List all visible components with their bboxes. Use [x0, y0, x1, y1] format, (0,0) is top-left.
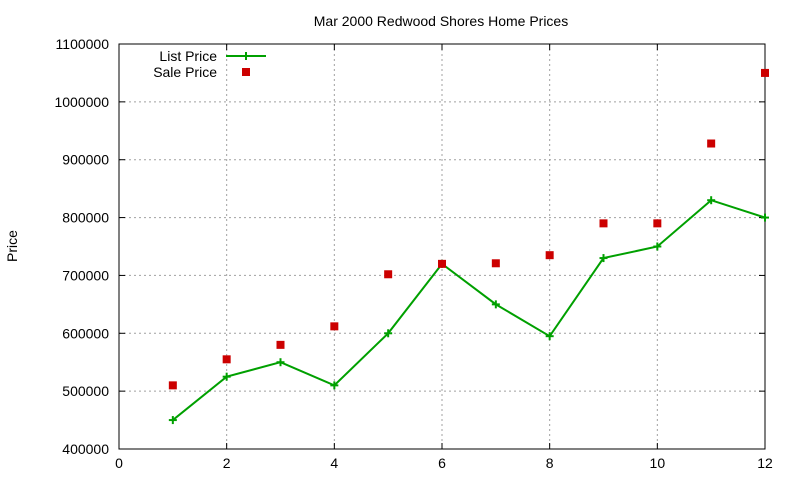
list-price-point — [707, 196, 716, 205]
sale-price-point — [330, 322, 339, 331]
y-tick-label: 600000 — [62, 325, 109, 341]
list-price-point — [599, 254, 608, 263]
series-list-price — [168, 196, 769, 425]
list-price-point — [168, 416, 177, 425]
sale-price-point — [761, 68, 769, 77]
y-tick-label: 1000000 — [54, 94, 109, 110]
legend-label: List Price — [159, 48, 217, 64]
x-tick-label: 4 — [330, 455, 338, 471]
y-axis-label: Price — [4, 230, 20, 262]
sale-price-point — [545, 251, 554, 260]
y-tick-label: 1100000 — [56, 36, 110, 52]
list-price-point — [545, 332, 554, 341]
y-tick-label: 500000 — [62, 383, 109, 399]
legend-plus-marker — [242, 52, 250, 60]
y-tick-label: 400000 — [62, 441, 109, 457]
list-price-point — [761, 213, 769, 222]
y-tick-label: 800000 — [62, 210, 109, 226]
list-price-line — [172, 199, 766, 421]
y-tick-label: 900000 — [62, 152, 109, 168]
chart-title: Mar 2000 Redwood Shores Home Prices — [314, 13, 568, 29]
list-price-point — [653, 242, 662, 251]
list-price-point — [330, 381, 339, 390]
x-tick-label: 12 — [757, 455, 773, 471]
plot-frame — [118, 43, 766, 450]
series-layer — [168, 68, 769, 425]
y-tick-labels: 400000 500000 600000 700000 800000 900000 1000… — [54, 36, 109, 457]
list-price-point — [491, 300, 500, 309]
sale-price-point — [707, 139, 716, 148]
x-tick-labels: 0 2 4 6 8 10 12 — [115, 455, 773, 471]
x-tick-label: 0 — [115, 455, 123, 471]
list-price-point — [222, 372, 231, 381]
sale-price-point — [222, 355, 231, 364]
list-price-point — [384, 329, 393, 338]
sale-price-point — [438, 259, 446, 268]
sale-price-point — [168, 381, 177, 390]
legend-entry: Sale Price — [153, 64, 250, 80]
legend-label: Sale Price — [153, 64, 217, 80]
x-tick-label: 10 — [650, 455, 666, 471]
legend-square-marker — [242, 68, 250, 76]
x-tick-label: 2 — [223, 455, 231, 471]
series-sale-price — [168, 68, 769, 390]
sale-price-point — [384, 270, 393, 279]
sale-price-point — [653, 219, 662, 228]
sale-price-point — [276, 340, 285, 349]
y-tick-label: 700000 — [62, 267, 109, 283]
list-price-point — [276, 358, 285, 367]
legend-entry: List Price — [159, 48, 266, 64]
x-tick-label: 6 — [438, 455, 446, 471]
x-tick-label: 8 — [546, 455, 554, 471]
sale-price-point — [491, 259, 500, 268]
sale-price-point — [599, 219, 608, 228]
